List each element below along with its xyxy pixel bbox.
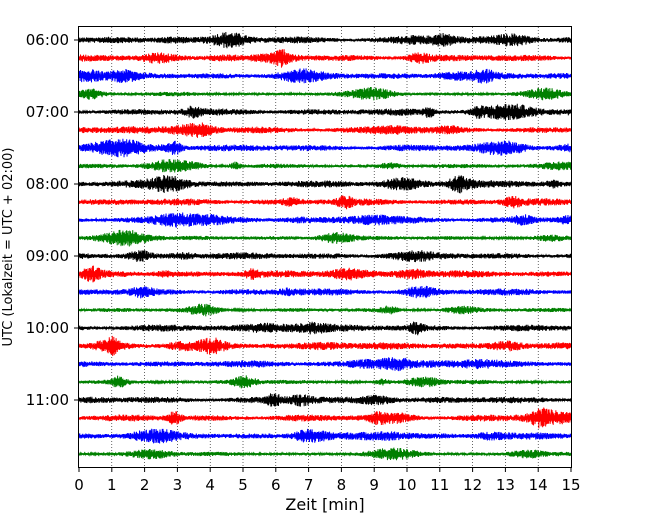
trace-0800 [78,174,572,194]
trace-0645 [78,87,572,101]
x-axis-label: Zeit [min] [285,495,364,514]
y-axis: 06:00 07:00 08:00 09:00 10:00 11:00 [26,31,79,409]
trace-0815 [78,195,572,210]
x-tick-label: 7 [304,476,314,494]
y-tick-label: 09:00 [26,247,69,265]
trace-1000 [78,321,572,336]
x-tick-label: 9 [369,476,379,494]
y-tick-label: 08:00 [26,175,69,193]
x-tick-label: 6 [271,476,281,494]
x-tick-label: 14 [529,476,548,494]
x-tick-label: 8 [337,476,347,494]
trace-0600 [78,32,572,49]
y-tick-label: 06:00 [26,31,69,49]
plot-frame [78,26,572,468]
trace-0615 [78,49,572,68]
x-tick-label: 4 [205,476,215,494]
trace-0930 [78,285,572,299]
trace-1145 [78,447,572,461]
trace-1100 [78,393,572,407]
trace-0715 [78,122,572,138]
x-tick-label: 12 [463,476,482,494]
trace-0830 [78,212,572,228]
trace-0745 [78,159,572,173]
trace-1015 [78,335,572,357]
x-tick-label: 5 [238,476,248,494]
y-tick-label: 07:00 [26,103,69,121]
trace-0915 [78,265,572,283]
x-tick-label: 3 [173,476,183,494]
trace-0845 [78,229,572,247]
trace-0700 [78,103,572,120]
x-tick-label: 0 [74,476,84,494]
y-tick-label: 10:00 [26,319,69,337]
y-tick-label: 11:00 [26,391,69,409]
x-tick-label: 1 [107,476,117,494]
trace-0945 [78,303,572,317]
trace-0730 [78,138,572,158]
x-tick-label: 11 [430,476,449,494]
trace-1045 [78,375,572,389]
seismic-traces [78,32,572,461]
y-axis-label: UTC (Lokalzeit = UTC + 02:00) [1,148,16,347]
x-tick-label: 10 [397,476,416,494]
x-axis: 0 1 2 3 4 5 6 7 8 9 10 11 12 13 14 15 [74,467,581,494]
trace-1115 [78,407,572,429]
x-tick-label: 15 [561,476,580,494]
grid-lines [111,27,539,467]
trace-1130 [78,428,572,444]
trace-0900 [78,250,572,263]
x-tick-label: 2 [140,476,150,494]
trace-1030 [78,357,572,372]
trace-0630 [78,68,572,84]
x-tick-label: 13 [496,476,515,494]
